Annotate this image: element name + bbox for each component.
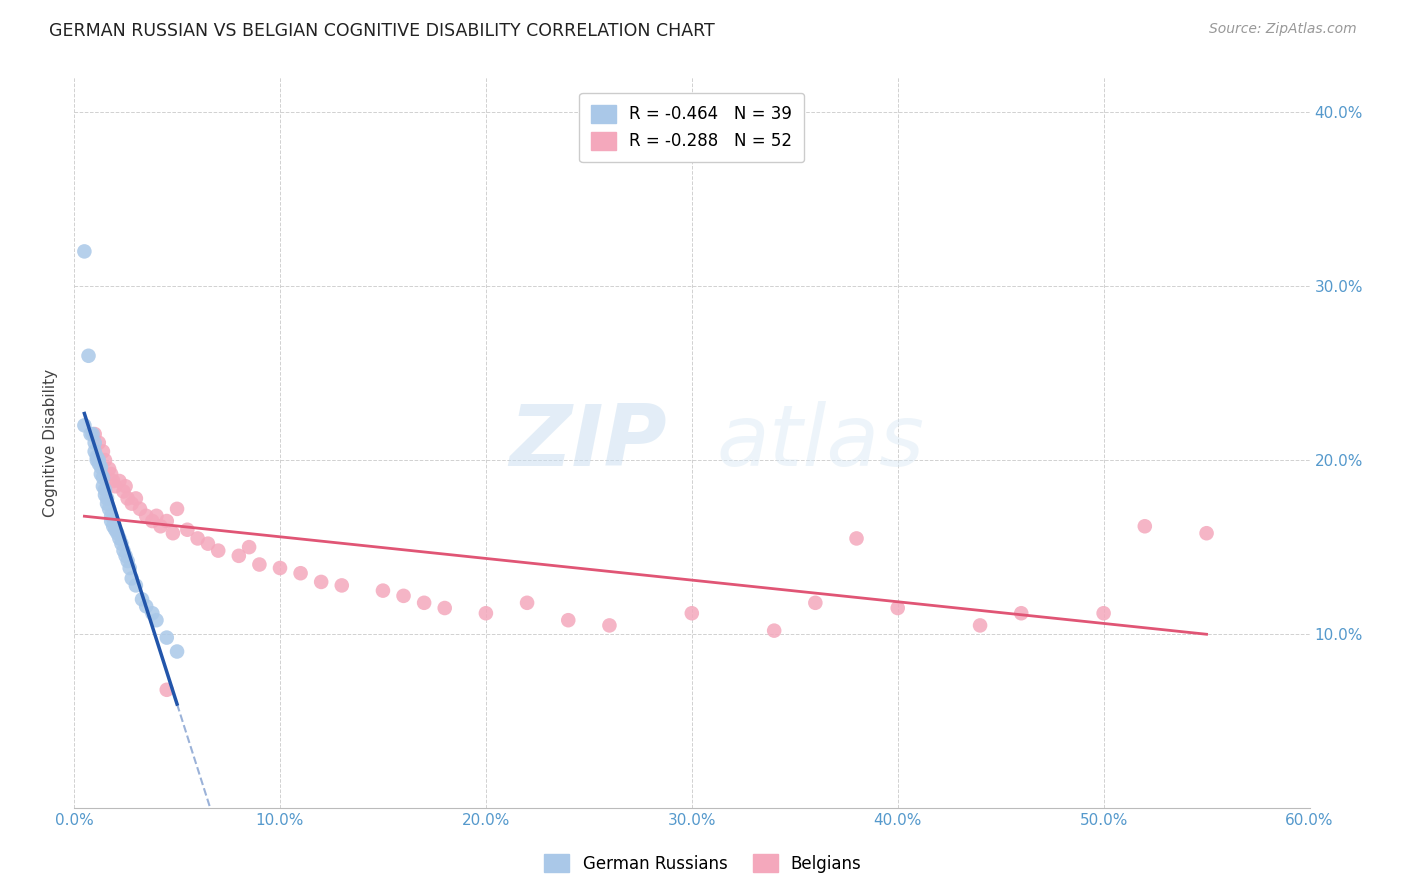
Point [145,508,167,523]
Point [82,427,104,442]
Point [91,479,114,493]
Point [516,596,538,610]
Point [125,491,148,506]
Point [330,578,353,592]
Point [100,514,122,528]
Point [114,549,136,563]
Point [598,618,620,632]
Point [145,613,167,627]
Point [1010,606,1032,620]
Point [117,554,139,568]
Point [804,596,827,610]
Point [91,444,114,458]
Point [125,578,148,592]
Point [90,467,112,481]
Point [141,606,163,620]
Point [681,606,703,620]
Point [77,349,100,363]
Point [83,444,105,458]
Text: atlas: atlas [717,401,925,484]
Point [176,523,198,537]
Point [79,427,101,442]
Point [117,491,139,506]
Point [73,418,96,433]
Point [87,435,110,450]
Text: ZIP: ZIP [509,401,666,484]
Point [433,601,456,615]
Point [104,479,127,493]
Point [309,574,332,589]
Point [87,457,110,471]
Point [98,462,121,476]
Legend: R = -0.464   N = 39, R = -0.288   N = 52: R = -0.464 N = 39, R = -0.288 N = 52 [579,93,804,162]
Text: Source: ZipAtlas.com: Source: ZipAtlas.com [1209,22,1357,37]
Point [969,618,991,632]
Point [763,624,786,638]
Text: GERMAN RUSSIAN VS BELGIAN COGNITIVE DISABILITY CORRELATION CHART: GERMAN RUSSIAN VS BELGIAN COGNITIVE DISA… [49,22,716,40]
Point [166,501,188,516]
Point [73,244,96,259]
Point [392,589,415,603]
Point [110,536,132,550]
Point [96,497,118,511]
Point [290,566,312,581]
Point [121,497,143,511]
Point [845,532,868,546]
Point [94,453,117,467]
Point [83,435,105,450]
Point [1092,606,1115,620]
Point [156,682,179,697]
Point [886,601,908,615]
Point [112,484,135,499]
Point [1195,526,1218,541]
Point [103,519,125,533]
Point [141,514,163,528]
Point [197,536,219,550]
Point [121,571,143,585]
Point [207,543,229,558]
Point [269,561,291,575]
Point [83,427,105,442]
Point [149,519,172,533]
Point [87,453,110,467]
Point [114,479,136,493]
Point [108,532,131,546]
Point [131,592,153,607]
Point [86,453,108,467]
Legend: German Russians, Belgians: German Russians, Belgians [537,847,869,880]
Point [90,460,112,475]
Point [104,523,127,537]
Point [103,474,125,488]
Point [118,561,141,575]
Point [166,644,188,658]
Point [100,467,122,481]
Point [413,596,436,610]
Point [94,488,117,502]
Point [156,631,179,645]
Point [228,549,250,563]
Point [238,540,260,554]
Point [475,606,498,620]
Point [91,470,114,484]
Point [105,526,128,541]
Point [135,599,157,614]
Point [1133,519,1156,533]
Point [100,508,122,523]
Y-axis label: Cognitive Disability: Cognitive Disability [44,368,58,516]
Point [156,514,179,528]
Point [247,558,270,572]
Point [187,532,209,546]
Point [129,501,152,516]
Point [371,583,394,598]
Point [135,508,157,523]
Point [162,526,184,541]
Point [86,450,108,464]
Point [98,501,121,516]
Point [557,613,579,627]
Point [112,543,135,558]
Point [96,491,118,506]
Point [94,483,117,497]
Point [108,474,131,488]
